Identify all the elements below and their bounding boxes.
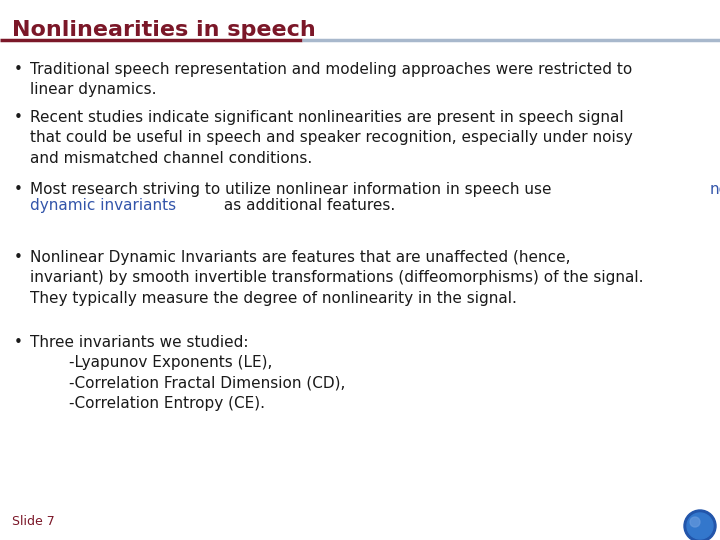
Text: as additional features.: as additional features. [219,198,395,213]
Text: •: • [14,335,23,350]
Text: Nonlinear Dynamic Invariants are features that are unaffected (hence,
invariant): Nonlinear Dynamic Invariants are feature… [30,250,644,306]
Text: Traditional speech representation and modeling approaches were restricted to
lin: Traditional speech representation and mo… [30,62,632,97]
Text: Three invariants we studied:
        -Lyapunov Exponents (LE),
        -Correlat: Three invariants we studied: -Lyapunov E… [30,335,346,411]
Text: •: • [14,62,23,77]
Text: •: • [14,250,23,265]
Text: Slide 7: Slide 7 [12,515,55,528]
Text: dynamic invariants: dynamic invariants [30,198,176,213]
Circle shape [687,513,713,539]
Text: •: • [14,182,23,197]
Circle shape [690,517,700,527]
Text: Recent studies indicate significant nonlinearities are present in speech signal
: Recent studies indicate significant nonl… [30,110,633,166]
Text: Most research striving to utilize nonlinear information in speech use: Most research striving to utilize nonlin… [30,182,557,197]
Circle shape [684,510,716,540]
Text: •: • [14,110,23,125]
Text: nonlinear: nonlinear [709,182,720,197]
Text: Nonlinearities in speech: Nonlinearities in speech [12,20,316,40]
